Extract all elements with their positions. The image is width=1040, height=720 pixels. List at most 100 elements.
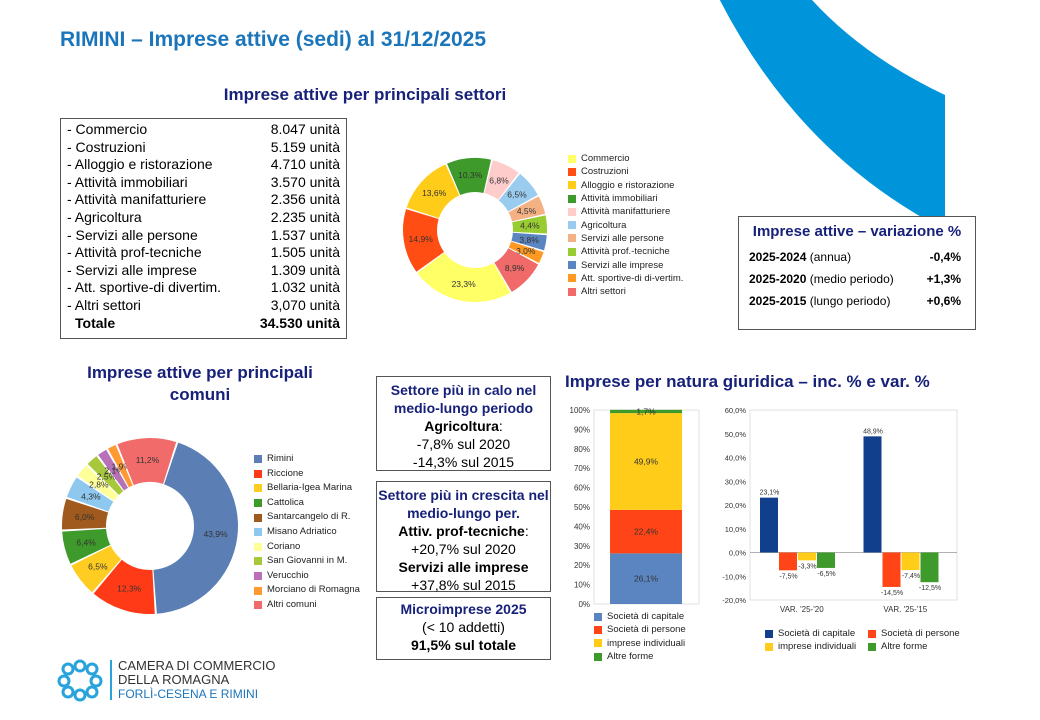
- chamber-logo-icon: [57, 659, 103, 702]
- sector-row: - Agricoltura 2.235 unità: [67, 209, 340, 227]
- y-tick-label: 70%: [574, 464, 590, 473]
- slice-label: 14,9%: [409, 234, 434, 244]
- comuni-title: Imprese attive per principali comuni: [87, 363, 313, 404]
- y-tick-label: 10%: [574, 581, 590, 590]
- calo-line2: -14,3% sul 2015: [412, 454, 515, 470]
- legend-item: Morciano di Romagna: [254, 583, 374, 598]
- bar-value-label: 1,7%: [636, 406, 656, 416]
- legend-swatch: [568, 287, 576, 296]
- bar-value-label: -12,5%: [919, 585, 941, 592]
- bar-value-label: 23,1%: [760, 490, 780, 497]
- variation-label: 2025-2015 (lungo periodo): [749, 294, 890, 308]
- legend-label: Società di capitale: [778, 628, 856, 640]
- bar-imprese-individuali: [798, 552, 816, 561]
- sector-label: - Servizi alle imprese: [67, 261, 197, 278]
- legend-label: Coriano: [267, 540, 301, 552]
- legend-swatch: [568, 221, 576, 230]
- bar-societa-di-capitale: [610, 553, 682, 604]
- crescita-box: Settore più in crescita nel medio-lungo …: [376, 481, 551, 593]
- legend-swatch: [594, 652, 602, 661]
- sector-value: 1.309 unità: [270, 261, 340, 278]
- decorative-arc-shape: [719, 0, 945, 230]
- crescita-line2: +37,8% sul 2015: [411, 577, 516, 593]
- legend-label: San Giovanni in M.: [267, 555, 348, 567]
- bar-societa-di-capitale: [760, 497, 778, 553]
- y-tick-label: 20,0%: [725, 501, 747, 510]
- legend-swatch: [568, 194, 576, 203]
- sector-row: - Alloggio e ristorazione 4.710 unità: [67, 156, 340, 174]
- slice-label: 8,9%: [505, 263, 525, 273]
- slice-label: 3,0%: [516, 246, 536, 256]
- slice-misano-adriatico: [66, 477, 114, 512]
- y-tick-label: 30%: [574, 542, 590, 551]
- slice-servizi-alle-imprese: [511, 232, 547, 251]
- chamber-logo-text: CAMERA DI COMMERCIO DELLA ROMAGNA FORLÌ-…: [118, 659, 275, 702]
- slice-attivita-prof-tecniche: [512, 215, 547, 234]
- variation-title: Imprese attive – variazione %: [752, 223, 962, 240]
- variation-row: 2025-2020 (medio periodo) +1,3%: [747, 272, 967, 286]
- legend-item: Altri settori: [568, 285, 718, 298]
- slice-label: 13,6%: [422, 188, 447, 198]
- legend-label: Attività manifatturiere: [581, 206, 671, 218]
- legend-swatch: [868, 642, 876, 651]
- micro-heading: Microimprese 2025: [400, 601, 527, 617]
- legend-item: imprese individuali: [594, 637, 714, 650]
- slice-costruzioni: [403, 209, 445, 272]
- legend-label: Commercio: [581, 153, 630, 165]
- legend-item: Santarcangelo di R.: [254, 510, 374, 525]
- slice-altri-comuni: [117, 438, 177, 486]
- bar-societa-di-capitale: [863, 436, 882, 553]
- slice-label: 4,3%: [81, 492, 101, 502]
- sectors-donut-chart: 23,3% 14,9% 13,6% 10,3% 6,8% 6,5% 4,5% 4,4% 3,8%…: [403, 158, 547, 302]
- legend-label: Altri comuni: [267, 598, 317, 610]
- legend-swatch: [254, 455, 262, 464]
- legend-item: Rimini: [254, 452, 374, 467]
- bar-societa-di-persone: [610, 509, 682, 554]
- logo-line3: FORLÌ-CESENA E RIMINI: [118, 687, 259, 701]
- legend-label: Altre forme: [881, 641, 928, 653]
- slice-attivita-immobiliari: [447, 158, 492, 195]
- slice-label: 4,4%: [520, 221, 540, 231]
- legend-item: Altre forme: [594, 650, 714, 663]
- bar-imprese-individuali: [610, 413, 682, 510]
- variation-value: +1,3%: [926, 272, 961, 286]
- legend-swatch: [568, 247, 576, 256]
- slice-cattolica: [62, 528, 111, 564]
- slice-rimini: [153, 442, 238, 614]
- crescita-heading: Settore più in crescita nel medio-lungo …: [378, 487, 549, 521]
- legend-label: Santarcangelo di R.: [267, 511, 351, 523]
- slice-agricoltura: [498, 173, 538, 212]
- y-tick-label: -10,0%: [722, 572, 746, 581]
- calo-line1: -7,8% sul 2020: [416, 436, 511, 452]
- variation-label: 2025-2024 (annua): [749, 250, 851, 264]
- crescita-suffix1: :: [524, 523, 529, 539]
- bar-value-label: 22,4%: [634, 527, 659, 537]
- slice-label: 6,4%: [76, 538, 96, 548]
- calo-sector: Agricoltura: [424, 418, 499, 434]
- calo-suffix: :: [498, 418, 503, 434]
- legend-swatch: [568, 167, 576, 176]
- variation-row: 2025-2015 (lungo periodo) +0,6%: [747, 294, 967, 308]
- slice-servizi-alle-persone: [508, 196, 546, 222]
- comuni-donut-chart: 43,9% 12,3% 6,5% 6,4% 6,0% 4,3% 2,8%2,5%2,1%1,…: [62, 438, 238, 614]
- y-tick-label: 90%: [574, 425, 590, 434]
- slice-label: 4,5%: [517, 206, 537, 216]
- sectors-title: Imprese attive per principali settori: [223, 85, 507, 104]
- slice-riccione: [93, 559, 155, 614]
- sector-row: - Attività manifatturiere 2.356 unità: [67, 191, 340, 209]
- x-category-label: VAR. '25-'20: [780, 605, 824, 614]
- sectors-table: - Commercio 8.047 unità - Costruzioni 5.159…: [60, 118, 347, 339]
- legend-item: Agricoltura: [568, 218, 718, 231]
- legend-swatch: [568, 181, 576, 190]
- y-tick-label: 100%: [570, 406, 590, 415]
- legend-swatch: [254, 572, 262, 581]
- sector-label: - Costruzioni: [67, 138, 146, 155]
- legend-label: Morciano di Romagna: [267, 584, 360, 596]
- y-tick-label: 50,0%: [725, 430, 747, 439]
- legend-swatch: [254, 513, 262, 522]
- legend-label: Att. sportive-di di-vertim.: [581, 272, 684, 284]
- slice-altri-settori: [494, 248, 539, 292]
- legend-item: Commercio: [568, 152, 718, 165]
- legend-item: Altri comuni: [254, 598, 374, 613]
- bar-societa-di-persone: [779, 552, 797, 571]
